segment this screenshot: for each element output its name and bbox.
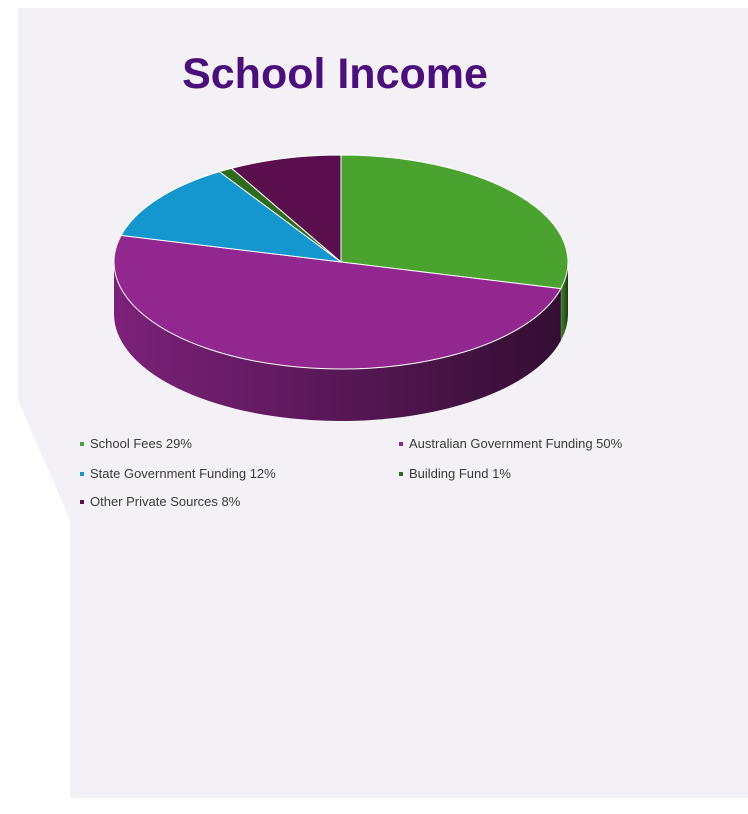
- legend-bullet-state-government-funding: [80, 471, 84, 476]
- legend-label-other-private-sources: Other Private Sources 8%: [90, 494, 241, 509]
- legend-item-state-government-funding: State Government Funding 12%: [80, 466, 276, 481]
- pie-slice-school-fees: [340, 154, 569, 290]
- legend-label-australian-government-funding: Australian Government Funding 50%: [409, 436, 623, 451]
- legend-label-school-fees: School Fees 29%: [90, 436, 192, 451]
- pie-slice-other-private-sources: [231, 154, 342, 263]
- legend-bullet-australian-government-funding: [399, 441, 403, 446]
- legend-bullet-school-fees: [80, 441, 84, 446]
- pie-side-australian-government-funding: [114, 262, 561, 421]
- legend-label-building-fund: Building Fund 1%: [409, 466, 511, 481]
- pie-slice-state-government-funding: [120, 171, 342, 263]
- legend-item-australian-government-funding: Australian Government Funding 50%: [399, 436, 622, 451]
- legend-item-other-private-sources: Other Private Sources 8%: [80, 494, 240, 509]
- legend-bullet-building-fund: [399, 471, 403, 476]
- legend-item-school-fees: School Fees 29%: [80, 436, 192, 451]
- legend-label-state-government-funding: State Government Funding 12%: [90, 466, 276, 481]
- legend-bullet-other-private-sources: [80, 499, 84, 504]
- legend-item-building-fund: Building Fund 1%: [399, 466, 511, 481]
- pie-slice-australian-government-funding: [113, 234, 562, 370]
- pie-side-school-fees: [560, 262, 568, 341]
- chart-title: School Income: [182, 50, 488, 98]
